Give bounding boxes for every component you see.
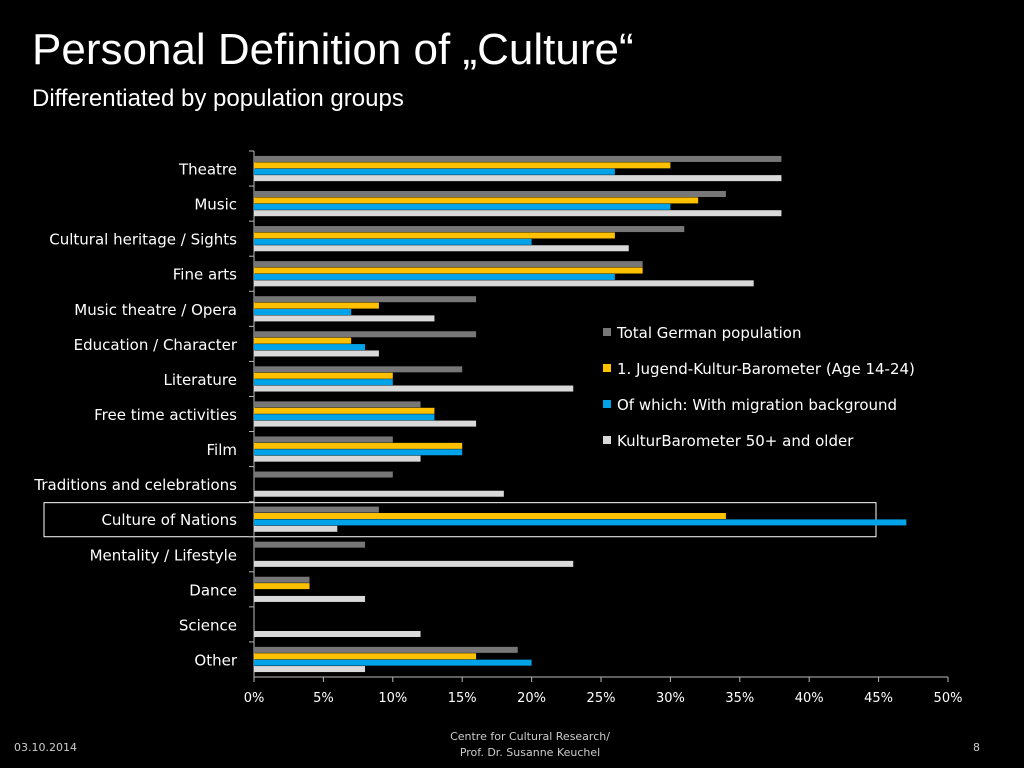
- bar: [254, 337, 352, 344]
- bar: [254, 372, 393, 379]
- category-label: Music theatre / Opera: [74, 301, 237, 319]
- bar: [254, 541, 366, 548]
- bar: [254, 232, 615, 239]
- category-label: Science: [179, 616, 237, 634]
- bar: [254, 471, 393, 478]
- category-label: Dance: [189, 581, 237, 599]
- x-tick-label: 40%: [795, 691, 824, 706]
- bar: [254, 595, 366, 602]
- category-label: Other: [194, 651, 237, 669]
- bar: [254, 309, 352, 315]
- bar: [254, 210, 782, 217]
- bar: [254, 436, 393, 443]
- bar: [254, 261, 643, 268]
- page-number: 8: [973, 741, 980, 754]
- x-tick-label: 20%: [517, 691, 546, 706]
- bar: [254, 197, 699, 204]
- x-tick-label: 30%: [656, 691, 685, 706]
- bar: [254, 379, 393, 386]
- category-label: Culture of Nations: [101, 511, 237, 529]
- bar: [254, 560, 574, 567]
- slide-subtitle: Differentiated by population groups: [32, 85, 404, 112]
- bar: [254, 175, 782, 182]
- bar: [254, 490, 504, 497]
- bar: [254, 455, 421, 462]
- slide-title: Personal Definition of „Culture“: [32, 25, 634, 74]
- legend-swatch: [603, 364, 611, 372]
- bar: [254, 576, 310, 583]
- category-label: Literature: [164, 371, 237, 389]
- category-label: Fine arts: [173, 266, 237, 284]
- bar: [254, 407, 435, 414]
- bar: [254, 653, 477, 660]
- legend-entry: KulturBarometer 50+ and older: [617, 432, 854, 450]
- bar: [254, 344, 366, 351]
- bar: [254, 226, 685, 233]
- bar: [254, 659, 532, 666]
- legend-swatch: [603, 400, 611, 408]
- bar: [254, 506, 379, 513]
- bar: [254, 238, 532, 245]
- bar: [254, 646, 518, 653]
- category-label: Traditions and celebrations: [33, 476, 237, 494]
- bar: [254, 366, 463, 373]
- bar: [254, 191, 726, 197]
- bar: [254, 162, 671, 169]
- legend-entry: Total German population: [616, 324, 801, 342]
- bar-chart: Theatre Music Cultural heritage / Sights Fi…: [33, 150, 963, 706]
- x-tick-label: 10%: [378, 691, 407, 706]
- bar: [254, 267, 643, 274]
- x-tick-label: 25%: [587, 691, 616, 706]
- bar: [254, 449, 463, 456]
- category-label: Cultural heritage / Sights: [49, 231, 237, 249]
- bar: [254, 203, 671, 210]
- category-label: Education / Character: [74, 336, 238, 354]
- bar: [254, 414, 435, 421]
- bar: [254, 350, 379, 357]
- category-label: Free time activities: [94, 406, 237, 424]
- footer-credit: Centre for Cultural Research/ Prof. Dr. …: [380, 729, 680, 761]
- bar: [254, 401, 421, 408]
- bar: [254, 302, 379, 309]
- bar: [254, 513, 726, 519]
- bar: [254, 666, 366, 673]
- footer-credit-line-1: Centre for Cultural Research/: [450, 730, 610, 743]
- footer-credit-line-2: Prof. Dr. Susanne Keuchel: [459, 746, 601, 759]
- footer-date: 03.10.2014: [14, 741, 77, 754]
- bar: [254, 280, 754, 287]
- bar: [254, 168, 615, 175]
- x-tick-label: 0%: [244, 691, 265, 706]
- legend-swatch: [603, 436, 611, 444]
- bar: [254, 315, 435, 322]
- legend-entry: 1. Jugend-Kultur-Barometer (Age 14-24): [617, 360, 915, 378]
- bar: [254, 245, 629, 252]
- bar: [254, 385, 574, 392]
- bar: [254, 519, 907, 526]
- x-tick-label: 35%: [725, 691, 754, 706]
- x-tick-label: 50%: [934, 691, 963, 706]
- x-tick-label: 15%: [448, 691, 477, 706]
- bar: [254, 273, 615, 280]
- x-tick-label: 45%: [864, 691, 893, 706]
- legend-entry: Of which: With migration background: [617, 396, 897, 414]
- category-label: Mentality / Lifestyle: [90, 546, 237, 564]
- category-label: Theatre: [178, 161, 237, 179]
- bar: [254, 525, 338, 532]
- bar: [254, 631, 421, 637]
- category-label: Film: [207, 441, 237, 459]
- bar: [254, 331, 477, 338]
- bar: [254, 296, 477, 303]
- x-tick-label: 5%: [313, 691, 334, 706]
- bar: [254, 155, 782, 162]
- bar: [254, 420, 477, 427]
- legend-swatch: [603, 328, 611, 336]
- category-label: Music: [194, 196, 237, 214]
- bar: [254, 442, 463, 449]
- bar: [254, 583, 310, 590]
